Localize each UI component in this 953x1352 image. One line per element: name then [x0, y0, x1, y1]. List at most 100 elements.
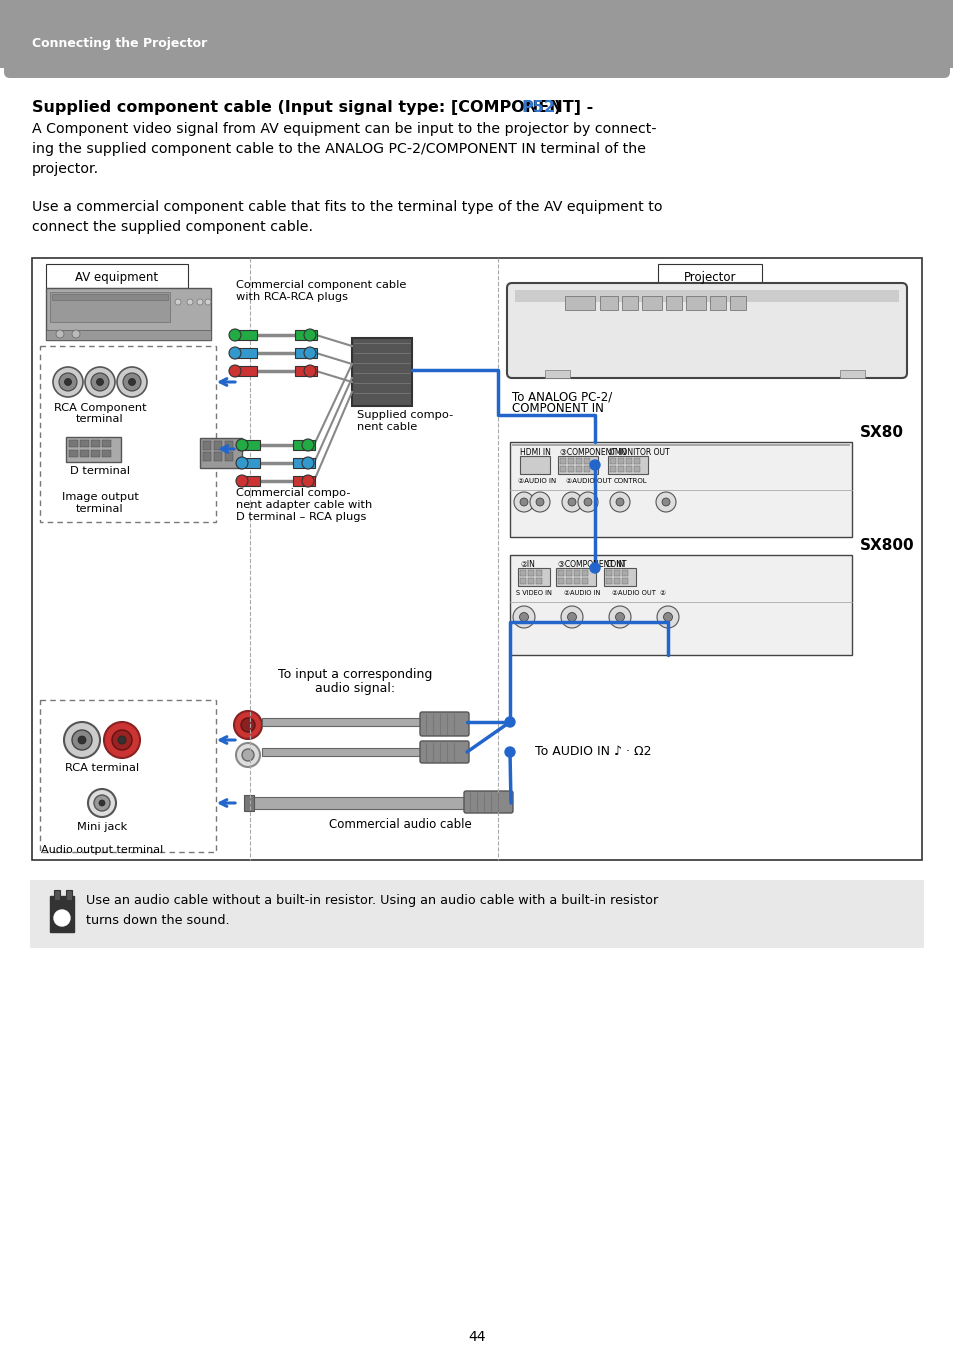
Circle shape	[123, 373, 141, 391]
Circle shape	[513, 606, 535, 627]
Bar	[565, 571, 572, 576]
Circle shape	[54, 910, 70, 926]
Bar	[244, 795, 253, 811]
Circle shape	[59, 373, 77, 391]
Bar	[213, 452, 222, 461]
Text: Commercial compo-: Commercial compo-	[235, 488, 350, 498]
Circle shape	[104, 722, 140, 758]
FancyBboxPatch shape	[40, 346, 215, 522]
Text: RCA Component: RCA Component	[53, 403, 146, 412]
Text: CONT: CONT	[605, 560, 627, 569]
Bar	[599, 296, 618, 310]
Text: nent cable: nent cable	[356, 422, 416, 433]
Circle shape	[187, 299, 193, 306]
FancyBboxPatch shape	[658, 264, 761, 288]
Bar	[91, 439, 100, 448]
Circle shape	[530, 492, 550, 512]
Circle shape	[514, 492, 534, 512]
Bar	[574, 579, 579, 584]
Text: ②AUDIO OUT: ②AUDIO OUT	[565, 479, 611, 484]
Bar	[729, 296, 745, 310]
Bar	[607, 456, 647, 475]
Circle shape	[504, 748, 515, 757]
Circle shape	[615, 612, 624, 622]
Bar	[609, 458, 616, 464]
Bar	[50, 292, 170, 322]
Bar	[614, 579, 619, 584]
Circle shape	[99, 800, 105, 806]
Bar	[621, 579, 627, 584]
Bar	[46, 330, 211, 339]
Bar	[621, 571, 627, 576]
Text: Use an audio cable without a built-in resistor. Using an audio cable with a buil: Use an audio cable without a built-in re…	[86, 894, 658, 926]
Text: To input a corresponding: To input a corresponding	[277, 668, 432, 681]
Bar	[234, 330, 256, 339]
Circle shape	[205, 299, 211, 306]
Text: Commercial component cable: Commercial component cable	[235, 280, 406, 289]
Circle shape	[94, 795, 110, 811]
Bar	[559, 466, 565, 472]
Bar	[574, 571, 579, 576]
Circle shape	[519, 498, 527, 506]
Bar	[625, 458, 631, 464]
Text: Supplied component cable (Input signal type: [COMPONENT] -: Supplied component cable (Input signal t…	[32, 100, 598, 115]
Bar	[625, 466, 631, 472]
Bar	[234, 347, 256, 358]
Circle shape	[229, 347, 241, 360]
Bar	[510, 442, 851, 537]
Text: ②IN: ②IN	[519, 560, 535, 569]
Circle shape	[53, 366, 83, 397]
Text: D terminal – RCA plugs: D terminal – RCA plugs	[235, 512, 366, 522]
Circle shape	[536, 498, 543, 506]
Circle shape	[608, 606, 630, 627]
Bar	[583, 466, 589, 472]
Circle shape	[302, 439, 314, 452]
Circle shape	[235, 475, 248, 487]
Bar	[559, 458, 565, 464]
Bar	[603, 568, 636, 585]
Bar	[583, 458, 589, 464]
Bar	[576, 458, 581, 464]
Bar	[80, 439, 89, 448]
Bar	[605, 579, 612, 584]
FancyBboxPatch shape	[419, 741, 469, 763]
Circle shape	[616, 498, 623, 506]
Circle shape	[302, 475, 314, 487]
Circle shape	[304, 347, 315, 360]
Text: ①MONITOR OUT: ①MONITOR OUT	[607, 448, 669, 457]
Circle shape	[567, 498, 576, 506]
Circle shape	[609, 492, 629, 512]
Circle shape	[229, 365, 241, 377]
Bar	[102, 450, 111, 457]
Bar	[352, 338, 412, 406]
Bar	[52, 293, 168, 300]
Circle shape	[233, 711, 262, 740]
Bar	[293, 458, 314, 468]
Bar	[50, 896, 74, 932]
Circle shape	[589, 562, 599, 573]
Text: Audio output terminal: Audio output terminal	[41, 845, 163, 854]
Bar	[556, 568, 596, 585]
Circle shape	[235, 457, 248, 469]
Bar	[510, 556, 851, 654]
Circle shape	[235, 744, 260, 767]
Bar	[605, 571, 612, 576]
Text: D terminal: D terminal	[70, 466, 130, 476]
FancyBboxPatch shape	[46, 264, 188, 288]
Bar	[32, 258, 921, 860]
Circle shape	[656, 492, 676, 512]
Circle shape	[118, 735, 126, 744]
Text: AV equipment: AV equipment	[75, 272, 158, 284]
Circle shape	[96, 379, 103, 385]
Bar	[102, 439, 111, 448]
Bar	[69, 439, 78, 448]
Text: 44: 44	[468, 1330, 485, 1344]
Text: ②AUDIO IN: ②AUDIO IN	[563, 589, 599, 596]
Text: SX80: SX80	[859, 425, 903, 439]
Bar	[519, 456, 550, 475]
Bar	[614, 571, 619, 576]
Text: terminal: terminal	[76, 414, 124, 425]
Circle shape	[583, 498, 592, 506]
FancyBboxPatch shape	[4, 4, 949, 78]
Bar	[294, 347, 316, 358]
